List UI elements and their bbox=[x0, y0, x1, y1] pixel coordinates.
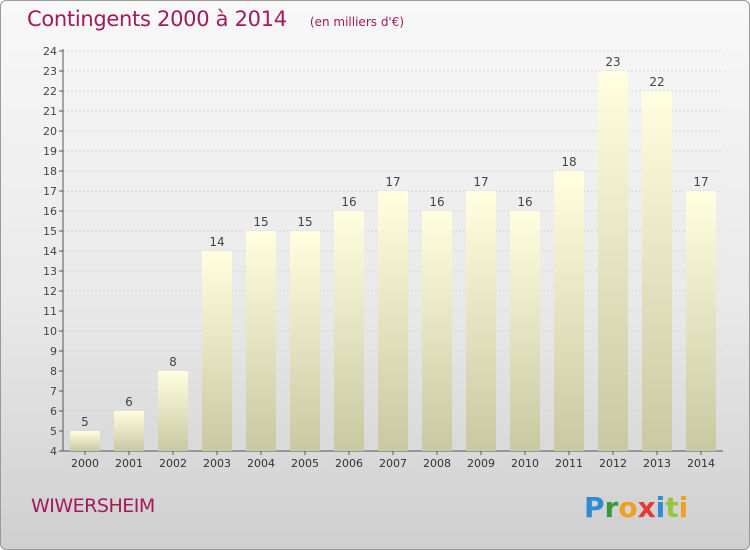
x-tick-label: 2012 bbox=[599, 457, 627, 470]
x-tick-label: 2002 bbox=[159, 457, 187, 470]
bar-value-label: 6 bbox=[125, 395, 133, 409]
y-tick-label: 15 bbox=[43, 225, 57, 238]
bar bbox=[598, 71, 628, 451]
bar-value-label: 8 bbox=[169, 355, 177, 369]
bar bbox=[642, 91, 672, 451]
bar bbox=[686, 191, 716, 451]
bar-value-label: 18 bbox=[561, 155, 576, 169]
bar-value-label: 15 bbox=[253, 215, 268, 229]
y-tick-label: 5 bbox=[50, 425, 57, 438]
y-tick-label: 11 bbox=[43, 305, 57, 318]
y-tick-label: 16 bbox=[43, 205, 57, 218]
y-tick-label: 24 bbox=[43, 45, 57, 58]
bar bbox=[466, 191, 496, 451]
y-tick-label: 20 bbox=[43, 125, 57, 138]
bar-value-label: 17 bbox=[473, 175, 488, 189]
y-tick-label: 17 bbox=[43, 185, 57, 198]
x-tick-label: 2003 bbox=[203, 457, 231, 470]
bar-value-label: 14 bbox=[209, 235, 224, 249]
logo-letter: i bbox=[678, 491, 689, 524]
chart-title: Contingents 2000 à 2014 bbox=[27, 7, 287, 31]
y-tick-label: 18 bbox=[43, 165, 57, 178]
bar bbox=[554, 171, 584, 451]
x-tick-label: 2000 bbox=[71, 457, 99, 470]
x-tick-label: 2009 bbox=[467, 457, 495, 470]
bar bbox=[510, 211, 540, 451]
y-tick-label: 12 bbox=[43, 285, 57, 298]
y-tick-label: 10 bbox=[43, 325, 57, 338]
bar-chart: 4 5 6 7 8 9 10 11 12 13 14 15 16 17 18 19 20 21 22 23 24 5 200… bbox=[43, 45, 723, 470]
x-tick-label: 2005 bbox=[291, 457, 319, 470]
logo-letter: P bbox=[584, 491, 605, 524]
bar-value-label: 5 bbox=[81, 415, 89, 429]
logo-letter: t bbox=[665, 491, 679, 524]
y-tick-label: 6 bbox=[50, 405, 57, 418]
bar bbox=[246, 231, 276, 451]
logo-letter: r bbox=[604, 491, 619, 524]
x-tick-label: 2004 bbox=[247, 457, 275, 470]
bar bbox=[70, 431, 100, 451]
bar-value-label: 16 bbox=[341, 195, 356, 209]
y-tick-label: 14 bbox=[43, 245, 57, 258]
chart-title-block: Contingents 2000 à 2014 (en milliers d'€… bbox=[27, 7, 404, 31]
y-tick-label: 7 bbox=[50, 385, 57, 398]
bar-value-label: 17 bbox=[693, 175, 708, 189]
logo-letter: i bbox=[655, 491, 666, 524]
bar bbox=[422, 211, 452, 451]
bar bbox=[158, 371, 188, 451]
y-tick-label: 21 bbox=[43, 105, 57, 118]
x-tick-label: 2013 bbox=[643, 457, 671, 470]
x-tick-label: 2007 bbox=[379, 457, 407, 470]
bar bbox=[114, 411, 144, 451]
y-tick-label: 19 bbox=[43, 145, 57, 158]
chart-unit: (en milliers d'€) bbox=[309, 15, 405, 29]
logo-letter: x bbox=[637, 491, 656, 524]
x-tick-label: 2008 bbox=[423, 457, 451, 470]
x-tick-label: 2006 bbox=[335, 457, 363, 470]
bar-value-label: 16 bbox=[429, 195, 444, 209]
y-tick-label: 13 bbox=[43, 265, 57, 278]
x-tick-label: 2010 bbox=[511, 457, 539, 470]
y-tick-label: 23 bbox=[43, 65, 57, 78]
logo-letter: o bbox=[618, 491, 638, 524]
bar bbox=[290, 231, 320, 451]
y-tick-label: 22 bbox=[43, 85, 57, 98]
proxiti-logo[interactable]: Proxiti bbox=[584, 491, 688, 524]
bar-value-label: 22 bbox=[649, 75, 664, 89]
bar-value-label: 23 bbox=[605, 55, 620, 69]
commune-name: WIWERSHEIM bbox=[31, 495, 155, 517]
bar bbox=[334, 211, 364, 451]
x-tick-label: 2011 bbox=[555, 457, 583, 470]
bar-value-label: 16 bbox=[517, 195, 532, 209]
bar-value-label: 15 bbox=[297, 215, 312, 229]
y-tick-label: 9 bbox=[50, 345, 57, 358]
bar bbox=[202, 251, 232, 451]
x-tick-label: 2001 bbox=[115, 457, 143, 470]
y-tick-label: 8 bbox=[50, 365, 57, 378]
x-tick-label: 2014 bbox=[687, 457, 715, 470]
y-tick-label: 4 bbox=[50, 445, 57, 458]
bar bbox=[378, 191, 408, 451]
bar-value-label: 17 bbox=[385, 175, 400, 189]
